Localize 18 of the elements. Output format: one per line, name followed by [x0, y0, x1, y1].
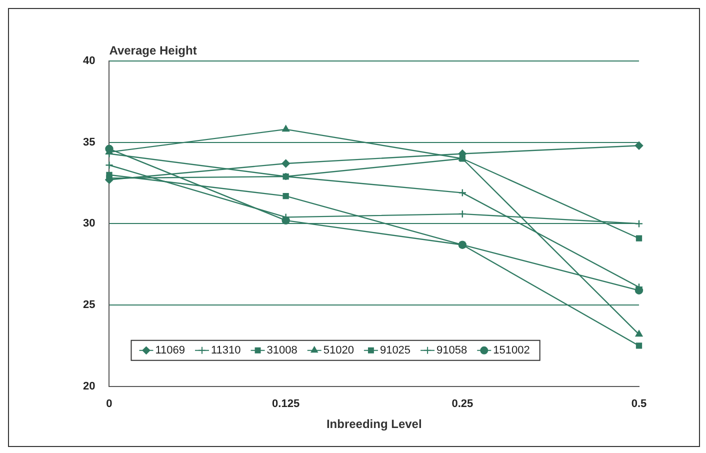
y-tick-label: 25: [82, 299, 96, 312]
legend-label: 11069: [155, 344, 186, 356]
x-tick-label: 0.25: [452, 398, 474, 410]
legend-label: 151002: [493, 344, 530, 356]
x-tick-label: 0: [106, 398, 112, 410]
y-tick-label: 20: [82, 380, 96, 392]
x-tick-label: 0.125: [272, 398, 300, 410]
legend-label: 31008: [266, 344, 298, 356]
legend-label: 11310: [211, 344, 241, 356]
y-tick-label: 35: [82, 136, 96, 148]
y-tick-label: 40: [82, 55, 96, 68]
y-tick-label: 30: [82, 218, 96, 230]
legend-label: 91058: [436, 344, 468, 356]
legend-label: 91025: [380, 344, 411, 356]
x-axis-title: Inbreeding Level: [326, 417, 422, 432]
legend-label: 51020: [323, 344, 354, 356]
y-axis-title: Average Height: [109, 43, 197, 58]
x-tick-label: 0.5: [631, 398, 647, 410]
